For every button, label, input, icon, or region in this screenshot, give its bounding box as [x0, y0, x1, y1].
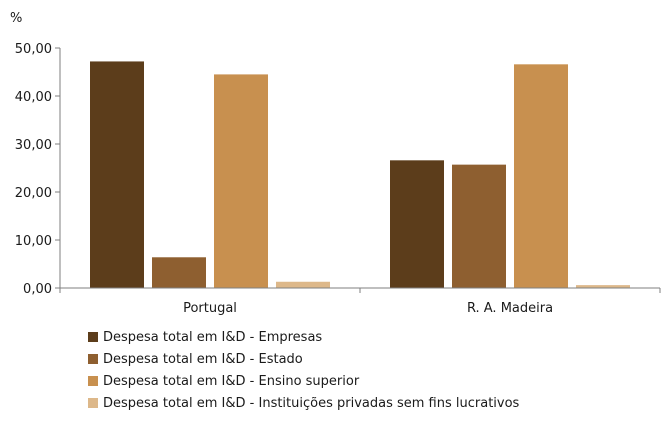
- legend-label: Despesa total em I&D - Empresas: [103, 329, 323, 345]
- bar-chart: % 0,00 10,00 20,00 30,00 40,00 50,00 Portugal…: [10, 11, 661, 316]
- y-tick-label: 20,00: [15, 186, 52, 201]
- y-axis-unit-label: %: [10, 11, 22, 26]
- legend-item: Despesa total em I&D - Estado: [88, 348, 519, 370]
- legend-swatch: [88, 398, 98, 408]
- legend-label: Despesa total em I&D - Ensino superior: [103, 373, 360, 389]
- bar: [214, 74, 268, 289]
- bar: [276, 281, 330, 288]
- bar: [452, 164, 506, 288]
- legend: Despesa total em I&D - Empresas Despesa t…: [88, 326, 519, 414]
- legend-label: Despesa total em I&D - Estado: [103, 351, 303, 367]
- x-axis: Portugal R. A. Madeira: [59, 287, 661, 316]
- y-axis: 0,00 10,00 20,00 30,00 40,00 50,00: [15, 42, 61, 297]
- bars-group: [90, 61, 630, 289]
- y-tick-label: 30,00: [15, 138, 52, 153]
- legend-swatch: [88, 354, 98, 364]
- legend-swatch: [88, 332, 98, 342]
- y-tick-label: 0,00: [23, 282, 52, 297]
- y-tick-label: 10,00: [15, 234, 52, 249]
- legend-item: Despesa total em I&D - Ensino superior: [88, 370, 519, 392]
- legend-item: Despesa total em I&D - Instituições priv…: [88, 392, 519, 414]
- bar: [390, 160, 444, 288]
- bar: [90, 61, 144, 288]
- x-category-label: R. A. Madeira: [467, 301, 553, 316]
- y-tick-label: 40,00: [15, 90, 52, 105]
- y-tick-label: 50,00: [15, 42, 52, 57]
- bar: [576, 285, 630, 288]
- bar: [514, 64, 568, 288]
- legend-swatch: [88, 376, 98, 386]
- bar: [152, 257, 206, 288]
- x-category-label: Portugal: [183, 301, 237, 316]
- legend-label: Despesa total em I&D - Instituições priv…: [103, 395, 520, 411]
- legend-item: Despesa total em I&D - Empresas: [88, 326, 519, 348]
